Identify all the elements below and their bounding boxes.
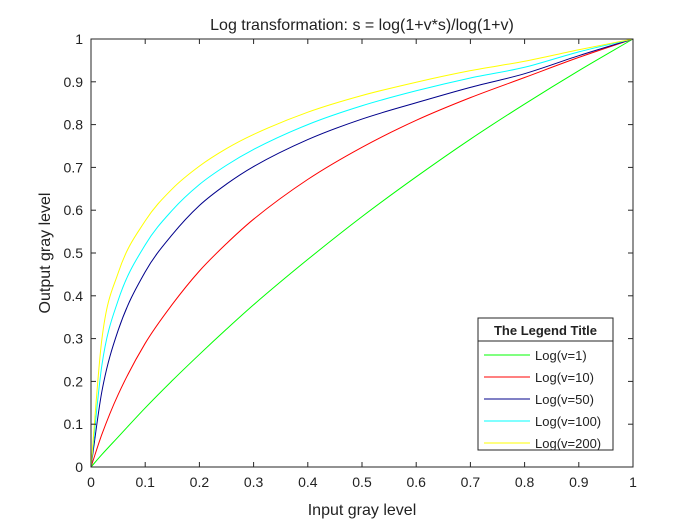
- legend-label-3: Log(v=50): [535, 392, 594, 407]
- y-tick-label: 0.6: [64, 202, 84, 218]
- series-line-5: [90, 38, 634, 468]
- y-tick-label: 0.3: [64, 331, 84, 347]
- legend: The Legend Title Log(v=1)Log(v=10)Log(v=…: [477, 317, 614, 451]
- y-tick-label: 0.1: [64, 416, 84, 432]
- x-tick-label: 0.9: [569, 474, 589, 490]
- x-tick-label: 0.8: [515, 474, 535, 490]
- chart-title: Log transformation: s = log(1+v*s)/log(1…: [210, 17, 514, 34]
- x-tick-label: 1: [629, 474, 637, 490]
- series-layer: [90, 38, 634, 468]
- x-tick-label: 0.2: [190, 474, 210, 490]
- x-axis-label: Input gray level: [308, 502, 417, 519]
- legend-label-4: Log(v=100): [535, 414, 601, 429]
- x-tick-label: 0.7: [461, 474, 481, 490]
- x-tick-label: 0.5: [352, 474, 372, 490]
- series-line-3: [90, 38, 634, 468]
- y-tick-label: 1: [75, 31, 83, 47]
- y-tick-label: 0.9: [64, 74, 84, 90]
- y-tick-label: 0.5: [64, 245, 84, 261]
- series-line-4: [90, 38, 634, 468]
- y-tick-label: 0.2: [64, 373, 84, 389]
- series-line-1: [90, 38, 634, 468]
- y-tick-label: 0.8: [64, 117, 84, 133]
- x-tick-label: 0.6: [406, 474, 426, 490]
- legend-label-5: Log(v=200): [535, 436, 601, 451]
- tick-layer: 0 0.1 0.2 0.3 0.4 0.5 0.6 0.7 0.8 0.9 1 0 0.1 0.2 0.3 0…: [64, 31, 638, 490]
- y-tick-label: 0.4: [64, 288, 84, 304]
- y-axis-label: Output gray level: [37, 193, 54, 314]
- x-tick-label: 0.1: [135, 474, 155, 490]
- x-tick-label: 0: [87, 474, 95, 490]
- legend-entries: Log(v=1) Log(v=10) Log(v=50) Log(v=100) Log(…: [484, 348, 601, 451]
- y-tick-label: 0: [75, 459, 83, 475]
- legend-label-2: Log(v=10): [535, 370, 594, 385]
- legend-title: The Legend Title: [494, 323, 597, 338]
- legend-label-1: Log(v=1): [535, 348, 587, 363]
- legend-box: [477, 317, 614, 451]
- y-tick-label: 0.7: [64, 159, 84, 175]
- series-line-2: [90, 38, 634, 468]
- x-tick-label: 0.4: [298, 474, 318, 490]
- x-tick-label: 0.3: [244, 474, 264, 490]
